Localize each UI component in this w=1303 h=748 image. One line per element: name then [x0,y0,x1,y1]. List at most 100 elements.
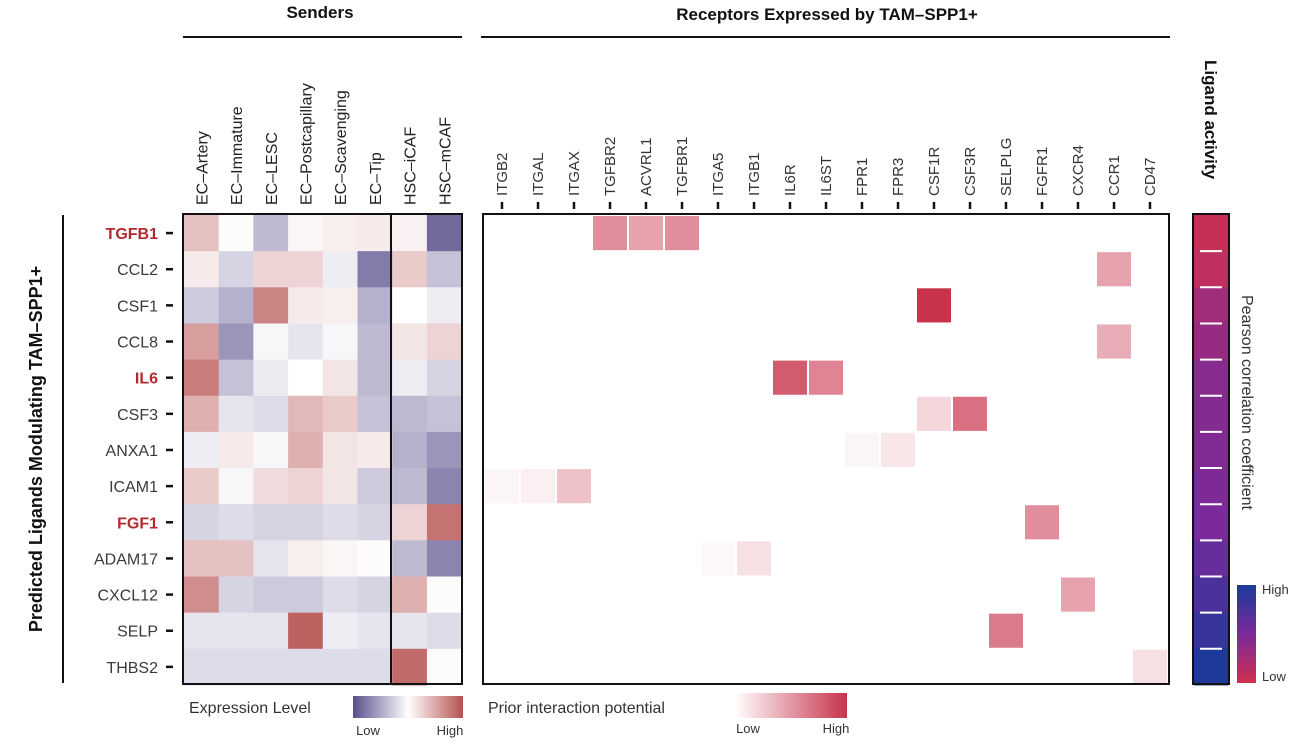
receptor-label-cd47: CD47 [1142,158,1159,196]
activity-cell-ccl8 [1194,323,1228,361]
expr-cell-thbs2-ec-lesc [253,648,289,686]
expr-cell-ccl2-hsc-icaf [392,251,428,288]
expr-cell-ccl8-hsc-icaf [392,323,428,361]
expr-cell-il6-ec-tip [357,359,393,397]
ligand-label-cxcl12: CXCL12 [98,588,159,605]
activity-cell-thbs2 [1194,648,1228,686]
activity-cell-ccl2 [1194,251,1228,288]
expr-cell-il6-ec-postcapillary [288,359,324,397]
expr-cell-il6-ec-artery [184,359,220,397]
interaction-cell-icam1-itgax [557,469,591,504]
interaction-frame [482,213,1170,685]
expr-cell-csf3-ec-tip [357,395,393,433]
expr-cell-anxa1-ec-tip [357,431,393,469]
expr-cell-adam17-ec-artery [184,540,220,577]
expr-cell-icam1-ec-tip [357,468,393,505]
ligand-label-anxa1: ANXA1 [106,443,159,460]
expr-cell-selp-hsc-icaf [392,612,428,650]
receptor-label-tgfbr2: TGFBR2 [602,137,619,196]
expr-cell-anxa1-ec-immature [218,431,254,469]
expr-cell-ccl8-ec-artery [184,323,220,361]
receptor-label-itgal: ITGAL [530,153,547,196]
expr-cell-thbs2-ec-scavenging [322,648,358,686]
interaction-legend-gradient [735,693,847,718]
senders-header: Senders [286,3,353,22]
activity-cell-fgf1 [1194,504,1228,541]
interaction-cells [485,216,1167,684]
activity-cell-anxa1 [1194,431,1228,469]
expr-cell-cxcl12-ec-tip [357,576,393,614]
interaction-cell-il6-il6st [809,360,843,395]
expr-cell-csf3-hsc-icaf [392,395,428,433]
expr-cell-ccl2-ec-tip [357,251,393,288]
expr-cell-fgf1-ec-immature [218,504,254,541]
receptors-header: Receptors Expressed by TAM–SPP1+ [676,5,978,24]
interaction-cell-csf1-csf1r [917,288,951,323]
expression-legend-title: Expression Level [189,700,311,717]
expr-cell-thbs2-hsc-mcaf [426,648,463,686]
receptor-label-il6r: IL6R [782,164,799,196]
sender-label-ec-artery: EC–Artery [194,131,211,205]
receptor-label-itga5: ITGA5 [710,153,727,196]
ligand-label-csf3: CSF3 [117,407,158,424]
receptor-label-il6st: IL6ST [818,156,835,196]
expr-cell-il6-ec-scavenging [322,359,358,397]
expr-cell-selp-ec-postcapillary [288,612,324,650]
interaction-cell-tgfb1-tgfbr2 [593,216,627,251]
expr-cell-fgf1-ec-lesc [253,504,289,541]
interaction-cell-tgfb1-acvrl1 [629,216,663,251]
expr-cell-ccl8-hsc-mcaf [426,323,463,361]
ligand-activity-title: Ligand activity [1201,60,1220,180]
expr-cell-cxcl12-ec-lesc [253,576,289,614]
expr-cell-anxa1-ec-postcapillary [288,431,324,469]
ligand-label-selp: SELP [117,624,158,641]
expr-cell-tgfb1-ec-lesc [253,215,289,252]
expression-legend-low: Low [356,723,380,738]
activity-cell-tgfb1 [1194,215,1228,252]
activity-cell-il6 [1194,359,1228,397]
expr-cell-adam17-ec-immature [218,540,254,577]
ligand-label-adam17: ADAM17 [94,551,158,568]
ligand-label-thbs2: THBS2 [106,660,158,677]
receptor-label-fgfr1: FGFR1 [1034,147,1051,196]
expr-cell-thbs2-hsc-icaf [392,648,428,686]
ligand-label-csf1: CSF1 [117,298,158,315]
expr-cell-fgf1-ec-postcapillary [288,504,324,541]
ligand-label-ccl8: CCL8 [117,335,158,352]
sender-label-ec-tip: EC–Tip [368,152,385,205]
receptor-label-csf3r: CSF3R [962,147,979,196]
expr-cell-csf1-ec-lesc [253,287,289,324]
expr-cell-tgfb1-ec-scavenging [322,215,358,252]
expr-cell-icam1-ec-artery [184,468,220,505]
sender-label-hsc-mcaf: HSC–mCAF [437,117,454,205]
expr-cell-csf3-ec-artery [184,395,220,433]
expr-cell-ccl8-ec-lesc [253,323,289,361]
expr-cell-cxcl12-hsc-icaf [392,576,428,614]
expr-cell-cxcl12-ec-artery [184,576,220,614]
expr-cell-selp-ec-scavenging [322,612,358,650]
expr-cell-tgfb1-ec-immature [218,215,254,252]
interaction-legend-high: High [823,721,850,736]
receptor-label-itgb1: ITGB1 [746,153,763,196]
receptor-label-itgb2: ITGB2 [494,153,511,196]
sender-label-ec-postcapillary: EC–Postcapillary [298,83,315,205]
sender-label-ec-lesc: EC–LESC [264,132,281,205]
expr-cell-csf1-hsc-icaf [392,287,428,324]
interaction-cell-csf3-csf1r [917,396,951,431]
interaction-cell-fgf1-fgfr1 [1025,505,1059,540]
expr-cell-adam17-ec-lesc [253,540,289,577]
activity-cell-cxcl12 [1194,576,1228,614]
receptor-label-fpr3: FPR3 [890,158,907,196]
expr-cell-il6-hsc-mcaf [426,359,463,397]
expr-cell-anxa1-ec-lesc [253,431,289,469]
y-axis-title: Predicted Ligands Modulating TAM–SPP1+ [26,266,46,632]
interaction-cell-ccl8-ccr1 [1097,324,1131,359]
ligand-label-icam1: ICAM1 [109,479,158,496]
expr-cell-csf1-ec-immature [218,287,254,324]
expr-cell-ccl8-ec-postcapillary [288,323,324,361]
expr-cell-cxcl12-ec-immature [218,576,254,614]
interaction-cell-adam17-itgb1 [737,541,771,576]
activity-cell-csf1 [1194,287,1228,324]
interaction-cell-tgfb1-tgfbr1 [665,216,699,251]
